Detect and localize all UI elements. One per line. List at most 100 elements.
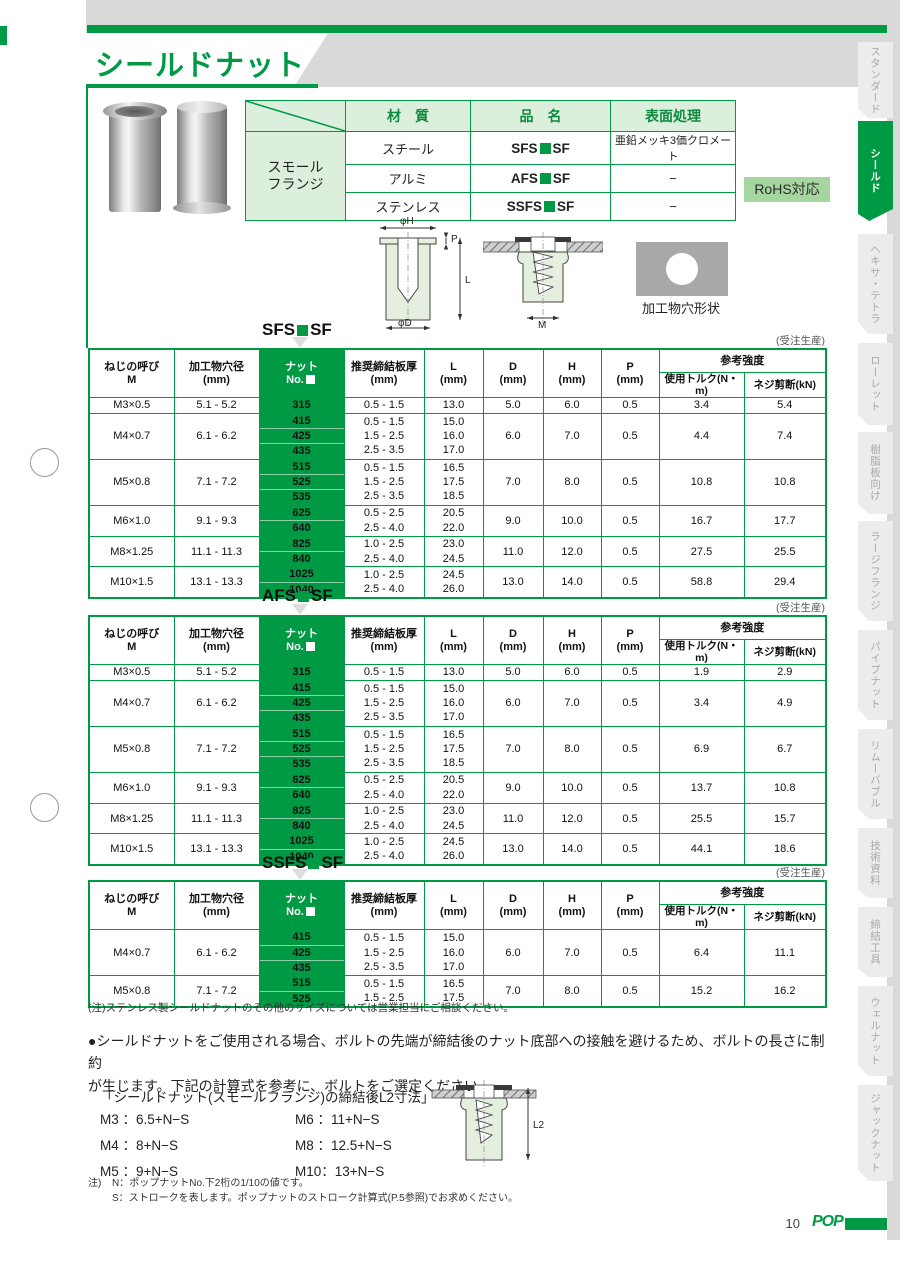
sidebar-tab-item[interactable]: パイプナット: [858, 630, 893, 720]
torque-cell: 3.4: [658, 679, 745, 727]
plate-cell: 0.5 - 1.5 1.5 - 2.5 2.5 - 3.5: [343, 725, 425, 773]
material-header: 材 質: [345, 100, 471, 132]
sub-line: 0.5 - 1.5: [363, 666, 405, 679]
p-cell: 0.5: [600, 975, 660, 1008]
sub-line: 1.5 - 2.5: [363, 992, 405, 1005]
hole-cell: 7.1 - 7.2: [173, 725, 260, 773]
hole-cell: 6.1 - 6.2: [173, 929, 260, 977]
nut-no-cell: 825 840: [258, 535, 345, 568]
surface-cell: 亜鉛メッキ3価クロメート: [610, 131, 736, 165]
sidebar-tab-item[interactable]: 樹脂板向け: [858, 432, 893, 514]
formula-item: M6 ：11+N−S: [295, 1112, 380, 1127]
sidebar-tab-item[interactable]: 締結工具: [858, 907, 893, 977]
material-table-corner: [245, 100, 346, 132]
spec-table-title-prefix: SSFS: [262, 853, 307, 872]
p-cell: 0.5: [600, 929, 660, 977]
sub-line: 17.0: [442, 711, 465, 724]
shear-header: ネジ剪断(kN): [743, 903, 827, 931]
sub-line: 15.0: [442, 682, 465, 695]
size-cell: M5×0.8: [88, 975, 175, 1008]
l-cell: 24.5 26.0: [423, 833, 484, 866]
d-cell: 5.0: [482, 397, 544, 414]
dim-label-phiH: φH: [400, 216, 414, 227]
sub-line: 425: [259, 946, 344, 961]
sidebar-tab-item[interactable]: 技術資料: [858, 828, 893, 898]
sub-line: 26.0: [442, 850, 465, 863]
sub-line: 535: [292, 758, 311, 771]
sidebar-tab-item[interactable]: リムーバブル: [858, 729, 893, 819]
sub-line: 1.0 - 2.5: [363, 805, 405, 818]
dim-label-P: P: [451, 234, 458, 245]
sub-line: 425: [259, 696, 344, 712]
sub-line: 1.0 - 2.5: [363, 835, 405, 848]
sub-line: 535: [292, 491, 311, 504]
h-cell: 10.0: [542, 771, 602, 804]
sidebar-tab-item[interactable]: ジャックナット: [858, 1085, 893, 1181]
plate-thickness-header: 推奨締結板厚 (mm): [343, 615, 425, 666]
hole-cell: 9.1 - 9.3: [173, 771, 260, 804]
plate-cell: 1.0 - 2.5 2.5 - 4.0: [343, 535, 425, 568]
spec-table-title-suffix: SF: [321, 853, 344, 872]
sub-line: 0.5 - 1.5: [363, 461, 405, 474]
shear-cell: 2.9: [743, 664, 827, 681]
torque-cell: 44.1: [658, 833, 745, 866]
nut-header-line: ナット: [285, 360, 318, 373]
made-to-order-note: (受注生産): [776, 602, 825, 614]
size-cell: M5×0.8: [88, 458, 175, 506]
d-cell: 5.0: [482, 664, 544, 681]
sidebar-tab-item[interactable]: ラージフランジ: [858, 521, 893, 621]
sidebar-tab-item[interactable]: ヘキサ・テトラ: [858, 234, 893, 334]
table-row: M5×0.8 7.1 - 7.2 515 525 535 0.5 - 1.5 1.5 - 2…: [88, 725, 827, 773]
nut-no-cell: 415 425 435: [258, 679, 345, 727]
nut-no-header: ナット No.: [258, 348, 345, 399]
sidebar-tab-item[interactable]: スタンダード: [858, 42, 893, 118]
table-row: M3×0.5 5.1 - 5.2 315 0.5 - 1.5 13.0 5.0 6.0 0.5…: [88, 397, 827, 414]
shear-cell: 10.8: [743, 771, 827, 804]
sub-line: 24.5: [442, 819, 465, 832]
h-header: H (mm): [542, 348, 602, 399]
p-cell: 0.5: [600, 566, 660, 599]
spec-table-title: SFS SF: [262, 320, 382, 340]
torque-cell: 58.8: [658, 566, 745, 599]
size-header: ねじの呼び M: [88, 615, 175, 666]
product-name-suffix: SF: [557, 199, 575, 214]
nut-no-cell: 415 425 435: [258, 929, 345, 977]
nut-header-line: No.: [260, 906, 344, 919]
sidebar-tabs: スタンダード シールドヘキサ・テトラローレット樹脂板向けラージフランジパイプナット…: [852, 0, 900, 1272]
table-row: M3×0.5 5.1 - 5.2 315 0.5 - 1.5 13.0 5.0 6.0 0.5…: [88, 664, 827, 681]
size-cell: M4×0.7: [88, 679, 175, 727]
size-cell: M4×0.7: [88, 412, 175, 460]
l-cell: 16.5 17.5 18.5: [423, 458, 484, 506]
size-cell: M4×0.7: [88, 929, 175, 977]
sub-line: 0.5 - 1.5: [363, 932, 405, 945]
sub-line: 2.5 - 4.0: [363, 521, 405, 534]
table-row: M8×1.25 11.1 - 11.3 825 840 1.0 - 2.5 2.5 - 4…: [88, 802, 827, 835]
brand-logo: POP: [812, 1213, 844, 1230]
sub-line: 2.5 - 4.0: [363, 819, 405, 832]
title-underline: [86, 84, 318, 88]
binder-hole: [30, 448, 59, 477]
sidebar-tab-active[interactable]: シールド: [858, 121, 893, 221]
h-cell: 10.0: [542, 504, 602, 537]
nut-photo-left-bore: [115, 106, 155, 117]
sub-line: 840: [292, 553, 311, 566]
torque-cell: 25.5: [658, 802, 745, 835]
title-pointer-icon: [292, 337, 308, 348]
sub-line: 0.5 - 1.5: [363, 728, 405, 741]
sub-line: 640: [292, 522, 311, 535]
nut-no-cell: 515 525: [258, 975, 345, 1008]
d-cell: 7.0: [482, 725, 544, 773]
sub-line: 0.5 - 1.5: [363, 415, 405, 428]
nut-header-line: ナット: [285, 627, 318, 640]
p-cell: 0.5: [600, 664, 660, 681]
table-row: M10×1.5 13.1 - 13.3 1025 1040 1.0 - 2.5 2.5 -…: [88, 566, 827, 599]
sidebar-tab-item[interactable]: ローレット: [858, 343, 893, 425]
d-cell: 9.0: [482, 771, 544, 804]
strength-header: 参考強度: [658, 615, 827, 640]
table-row: M6×1.0 9.1 - 9.3 625 640 0.5 - 2.5 2.5 - 4.0 2…: [88, 771, 827, 804]
size-cell: M10×1.5: [88, 566, 175, 599]
sidebar-tab-item[interactable]: ウェルナット: [858, 986, 893, 1076]
torque-cell: 13.7: [658, 771, 745, 804]
sub-line: 23.0: [442, 538, 465, 551]
d-cell: 13.0: [482, 833, 544, 866]
